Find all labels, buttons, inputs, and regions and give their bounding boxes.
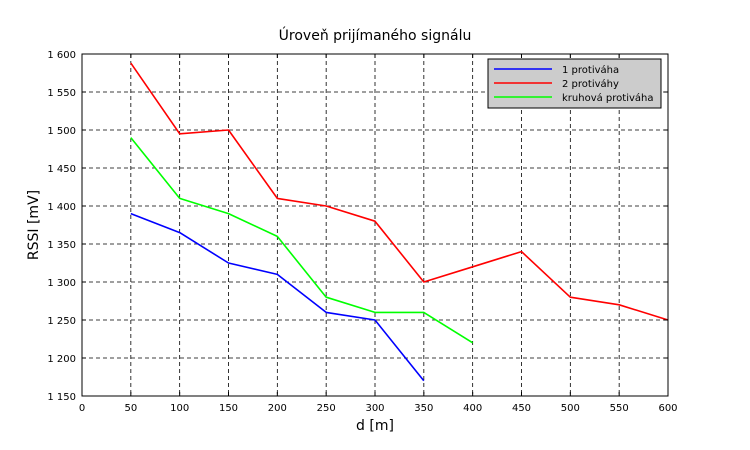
x-tick-label: 300 (365, 403, 384, 414)
y-tick-label: 1 200 (47, 354, 76, 365)
x-tick-label: 100 (170, 403, 189, 414)
y-tick-label: 1 150 (47, 392, 76, 403)
x-tick-label: 600 (658, 403, 677, 414)
legend-label: 1 protiváha (562, 64, 619, 76)
x-tick-label: 0 (79, 403, 85, 414)
x-tick-label: 150 (219, 403, 238, 414)
series-line-3 (130, 137, 474, 344)
x-tick-label: 500 (561, 403, 580, 414)
y-tick-label: 1 300 (47, 278, 76, 289)
y-tick-label: 1 500 (47, 126, 76, 137)
axis-ticks: 0 50 100 150 200 250 300 350 400 450 500 550 600 1 15… (47, 50, 677, 414)
y-tick-label: 1 350 (47, 240, 76, 251)
series-line-2 (130, 62, 669, 321)
x-tick-label: 50 (124, 403, 137, 414)
y-tick-label: 1 600 (47, 50, 76, 61)
y-tick-label: 1 400 (47, 202, 76, 213)
y-tick-label: 1 250 (47, 316, 76, 327)
series-line-1 (130, 212, 425, 382)
x-axis-label: d [m] (356, 418, 394, 434)
x-tick-label: 250 (317, 403, 336, 414)
chart-title: Úroveň prijímaného signálu (279, 26, 472, 44)
legend-label: kruhová protiváha (562, 92, 654, 104)
x-tick-label: 350 (414, 403, 433, 414)
y-tick-label: 1 450 (47, 164, 76, 175)
y-axis-label: RSSI [mV] (26, 190, 42, 260)
legend-label: 2 protiváhy (562, 78, 619, 90)
y-tick-label: 1 550 (47, 88, 76, 99)
series-lines (130, 62, 669, 382)
x-tick-label: 200 (268, 403, 287, 414)
x-tick-label: 400 (463, 403, 482, 414)
legend: 1 protiváha 2 protiváhy kruhová protiváha (487, 58, 662, 109)
x-tick-label: 550 (610, 403, 629, 414)
x-tick-label: 450 (512, 403, 531, 414)
